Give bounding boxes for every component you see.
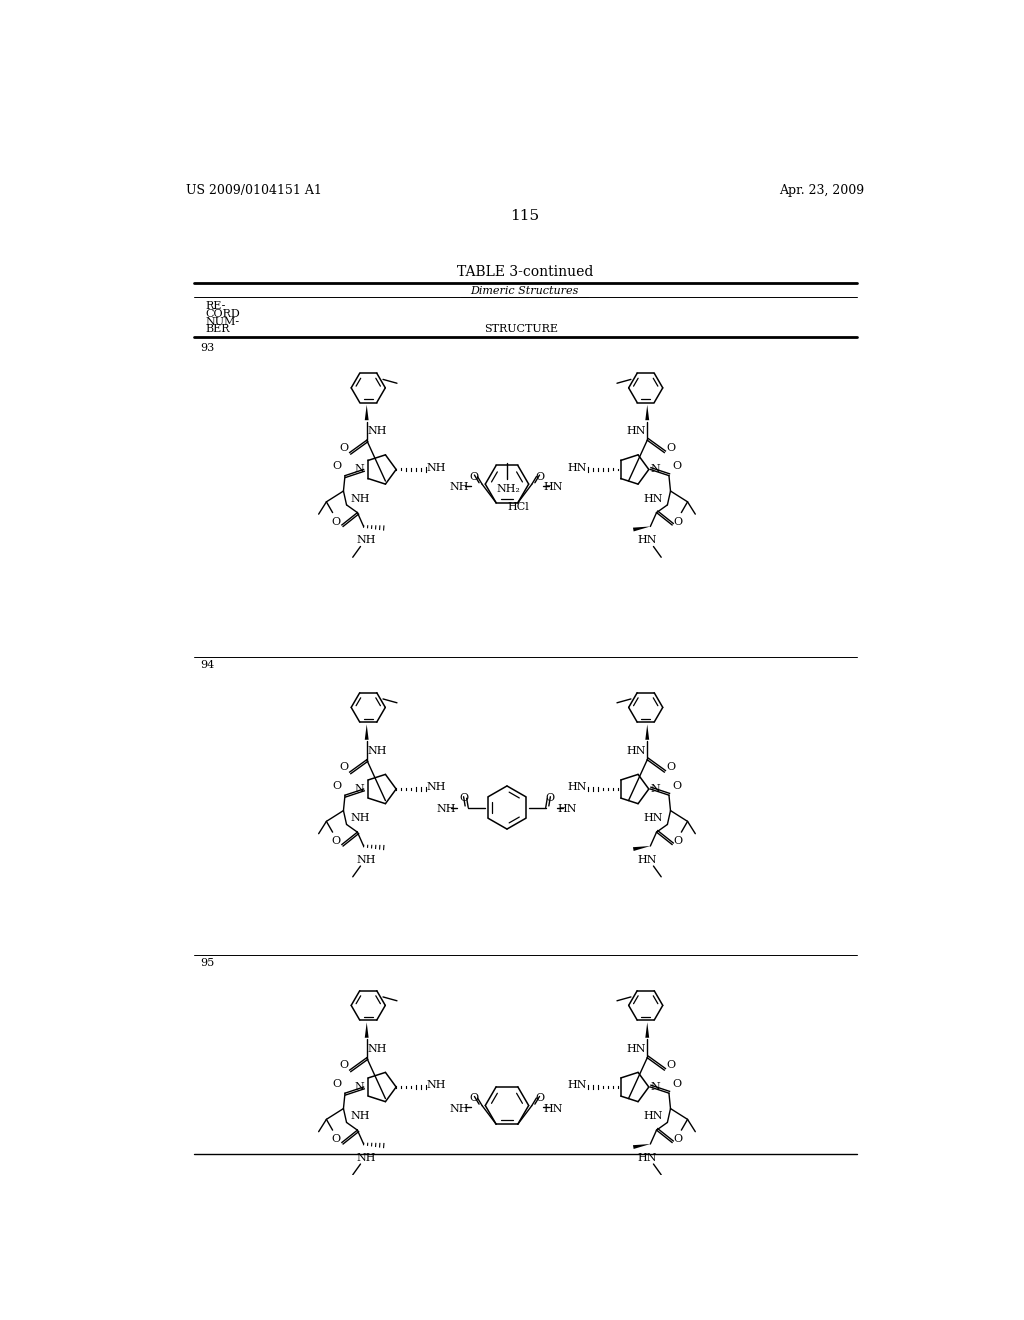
Text: HCl: HCl <box>507 502 528 512</box>
Text: N: N <box>354 1082 364 1092</box>
Text: N: N <box>650 784 659 795</box>
Text: NH₂: NH₂ <box>497 483 520 494</box>
Text: N: N <box>354 465 364 474</box>
Text: O: O <box>333 781 342 791</box>
Text: HN: HN <box>627 426 646 436</box>
Polygon shape <box>365 405 369 420</box>
Text: O: O <box>470 471 479 482</box>
Text: BER: BER <box>206 325 230 334</box>
Text: N: N <box>650 465 659 474</box>
Text: O: O <box>546 793 555 804</box>
Text: HN: HN <box>644 813 664 824</box>
Text: O: O <box>470 1093 479 1104</box>
Text: CORD: CORD <box>206 309 241 319</box>
Text: O: O <box>674 837 683 846</box>
Text: NH: NH <box>450 1104 469 1114</box>
Text: HN: HN <box>544 1104 563 1114</box>
Text: HN: HN <box>638 855 657 865</box>
Text: NH: NH <box>427 783 446 792</box>
Text: NH: NH <box>357 536 377 545</box>
Text: HN: HN <box>644 1111 664 1121</box>
Text: O: O <box>672 1078 681 1089</box>
Polygon shape <box>633 1144 650 1148</box>
Text: HN: HN <box>638 536 657 545</box>
Text: RE-: RE- <box>206 301 226 312</box>
Text: US 2009/0104151 A1: US 2009/0104151 A1 <box>186 185 322 197</box>
Polygon shape <box>645 725 649 739</box>
Text: NH: NH <box>427 1081 446 1090</box>
Text: O: O <box>674 1134 683 1144</box>
Polygon shape <box>633 527 650 532</box>
Text: HN: HN <box>627 746 646 755</box>
Polygon shape <box>365 725 369 739</box>
Text: STRUCTURE: STRUCTURE <box>484 325 558 334</box>
Text: NH: NH <box>357 1152 377 1163</box>
Text: O: O <box>331 1134 340 1144</box>
Text: HN: HN <box>627 1044 646 1053</box>
Text: O: O <box>331 517 340 527</box>
Text: 95: 95 <box>200 958 214 968</box>
Text: O: O <box>339 444 348 453</box>
Text: O: O <box>674 517 683 527</box>
Text: N: N <box>650 1082 659 1092</box>
Text: NH: NH <box>437 804 457 814</box>
Text: HN: HN <box>567 783 587 792</box>
Text: O: O <box>459 793 468 804</box>
Text: O: O <box>333 1078 342 1089</box>
Text: O: O <box>339 763 348 772</box>
Text: HN: HN <box>644 494 664 504</box>
Text: NH: NH <box>427 463 446 473</box>
Text: NUM-: NUM- <box>206 317 240 326</box>
Text: NH: NH <box>351 494 371 504</box>
Polygon shape <box>645 1022 649 1038</box>
Text: O: O <box>339 1060 348 1071</box>
Text: TABLE 3-continued: TABLE 3-continued <box>457 265 593 280</box>
Text: HN: HN <box>567 1081 587 1090</box>
Text: O: O <box>666 1060 675 1071</box>
Text: HN: HN <box>638 1152 657 1163</box>
Polygon shape <box>645 405 649 420</box>
Text: NH: NH <box>351 813 371 824</box>
Text: HN: HN <box>544 482 563 492</box>
Text: O: O <box>331 837 340 846</box>
Text: Dimeric Structures: Dimeric Structures <box>471 286 579 296</box>
Polygon shape <box>365 1022 369 1038</box>
Text: NH: NH <box>351 1111 371 1121</box>
Text: NH: NH <box>368 1044 387 1053</box>
Text: O: O <box>535 471 544 482</box>
Text: HN: HN <box>567 463 587 473</box>
Text: O: O <box>666 763 675 772</box>
Text: N: N <box>354 784 364 795</box>
Text: O: O <box>333 462 342 471</box>
Text: O: O <box>666 444 675 453</box>
Text: 94: 94 <box>200 660 214 671</box>
Text: Apr. 23, 2009: Apr. 23, 2009 <box>779 185 864 197</box>
Polygon shape <box>633 846 650 851</box>
Text: O: O <box>535 1093 544 1104</box>
Text: O: O <box>672 781 681 791</box>
Text: NH: NH <box>368 426 387 436</box>
Text: O: O <box>672 462 681 471</box>
Text: NH: NH <box>450 482 469 492</box>
Text: HN: HN <box>558 804 578 814</box>
Text: 115: 115 <box>510 209 540 223</box>
Text: NH: NH <box>368 746 387 755</box>
Text: 93: 93 <box>200 343 214 352</box>
Text: NH: NH <box>357 855 377 865</box>
